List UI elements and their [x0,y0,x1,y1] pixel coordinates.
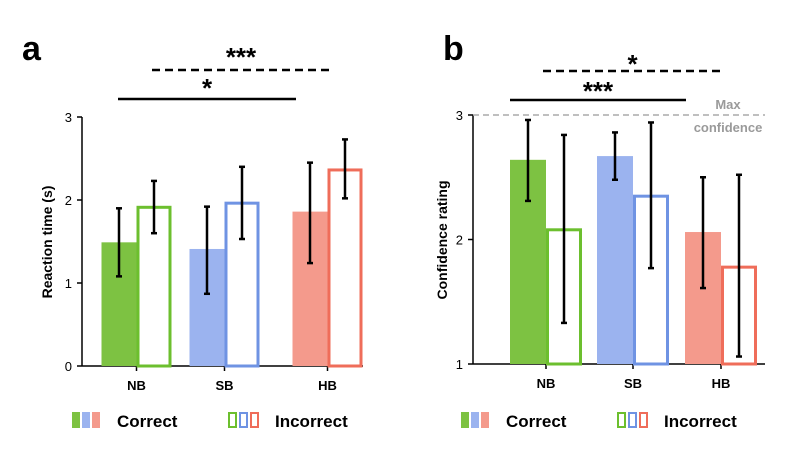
panel-a-y-tick-label-2: 2 [65,193,72,208]
legend-a: Correct Incorrect [72,412,348,431]
panel-a-bar-incorrect-HB [327,168,363,368]
legend-b-incorrect-label: Incorrect [664,412,737,431]
panel-b-y-label: Confidence rating [434,180,450,299]
legend-b-correct-swatch-nb [461,412,469,428]
legend-b-correct-label: Correct [506,412,567,431]
panel-a-category-label-SB: SB [215,378,233,393]
legend-a-correct-label: Correct [117,412,178,431]
legend-a-correct-swatch-hb [92,412,100,428]
legend-a-correct-swatch-sb [82,412,90,428]
panel-a-y-label: Reaction time (s) [39,186,55,299]
max-confidence-label-line2: confidence [694,120,763,135]
panel-b-significance-label-1: *** [583,76,614,106]
panel-b-bar-correct-SB [597,156,633,364]
legend-b-correct-swatch-sb [471,412,479,428]
legend-b-incorrect-swatch-sb [628,412,637,428]
panel-a-y-tick-label-3: 3 [65,110,72,125]
legend-b: Correct Incorrect [461,412,737,431]
panel-a-category-label-NB: NB [127,378,146,393]
panel-letter-b: b [443,30,464,68]
panel-letter-a: a [22,30,42,68]
panel-a-significance-label-0: *** [226,42,257,72]
panel-b-y-tick-label-2: 3 [456,108,463,123]
panel-b-significance-label-0: * [627,49,638,79]
legend-a-incorrect-swatch-hb [250,412,259,428]
panel-a-category-label-HB: HB [318,378,337,393]
panel-b-y-tick-label-0: 1 [456,357,463,372]
panel-b-category-label-SB: SB [624,376,642,391]
legend-b-incorrect-swatch-hb [639,412,648,428]
panel-b-bar-incorrect-SB [633,194,669,366]
panel-a-y-tick-label-1: 1 [65,276,72,291]
panel-b-category-label-HB: HB [712,376,731,391]
legend-a-correct-swatch-nb [72,412,80,428]
panel-b-category-label-NB: NB [537,376,556,391]
panel-a-significance-label-1: * [202,73,213,103]
panel-a-y-tick-label-0: 0 [65,359,72,374]
legend-a-incorrect-swatch-sb [239,412,248,428]
max-confidence-label-line1: Max [715,97,741,112]
legend-a-incorrect-swatch-nb [228,412,237,428]
legend-b-correct-swatch-hb [481,412,489,428]
panel-b-chart: Confidence rating Max confidence 1 2 3 NB SB… [434,49,765,391]
legend-b-incorrect-swatch-nb [617,412,626,428]
panel-a-bar-incorrect-NB [136,205,172,368]
legend-a-incorrect-label: Incorrect [275,412,348,431]
panel-b-y-tick-label-1: 2 [456,233,463,248]
